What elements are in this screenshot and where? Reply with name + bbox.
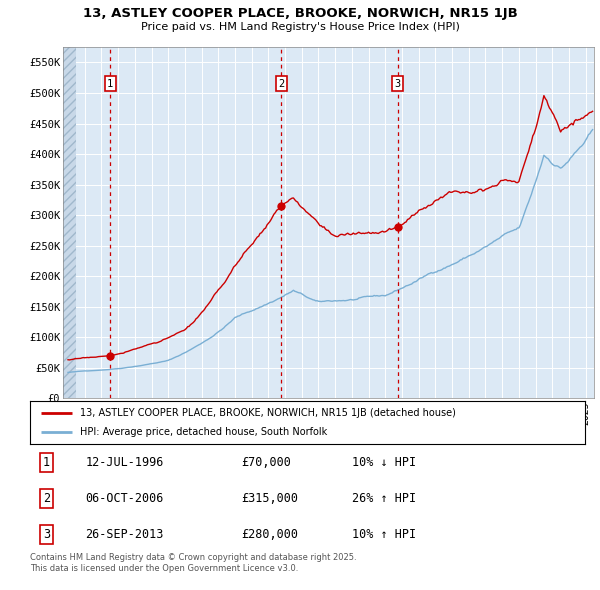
Text: 26-SEP-2013: 26-SEP-2013	[86, 528, 164, 541]
Text: 12-JUL-1996: 12-JUL-1996	[86, 455, 164, 468]
Text: Contains HM Land Registry data © Crown copyright and database right 2025.
This d: Contains HM Land Registry data © Crown c…	[30, 553, 356, 573]
Text: 1: 1	[43, 455, 50, 468]
Text: 10% ↓ HPI: 10% ↓ HPI	[352, 455, 416, 468]
Text: HPI: Average price, detached house, South Norfolk: HPI: Average price, detached house, Sout…	[80, 427, 327, 437]
Text: £315,000: £315,000	[241, 491, 298, 505]
Text: 10% ↑ HPI: 10% ↑ HPI	[352, 528, 416, 541]
Text: 3: 3	[395, 79, 401, 89]
Text: 26% ↑ HPI: 26% ↑ HPI	[352, 491, 416, 505]
Text: 2: 2	[278, 79, 284, 89]
Bar	[63, 32, 76, 398]
Text: 1: 1	[107, 79, 113, 89]
Text: 13, ASTLEY COOPER PLACE, BROOKE, NORWICH, NR15 1JB (detached house): 13, ASTLEY COOPER PLACE, BROOKE, NORWICH…	[80, 408, 456, 418]
Text: 2: 2	[43, 491, 50, 505]
Text: Price paid vs. HM Land Registry's House Price Index (HPI): Price paid vs. HM Land Registry's House …	[140, 22, 460, 32]
Text: £70,000: £70,000	[241, 455, 291, 468]
Text: 3: 3	[43, 528, 50, 541]
Text: 06-OCT-2006: 06-OCT-2006	[86, 491, 164, 505]
Text: £280,000: £280,000	[241, 528, 298, 541]
Text: 13, ASTLEY COOPER PLACE, BROOKE, NORWICH, NR15 1JB: 13, ASTLEY COOPER PLACE, BROOKE, NORWICH…	[83, 7, 517, 20]
